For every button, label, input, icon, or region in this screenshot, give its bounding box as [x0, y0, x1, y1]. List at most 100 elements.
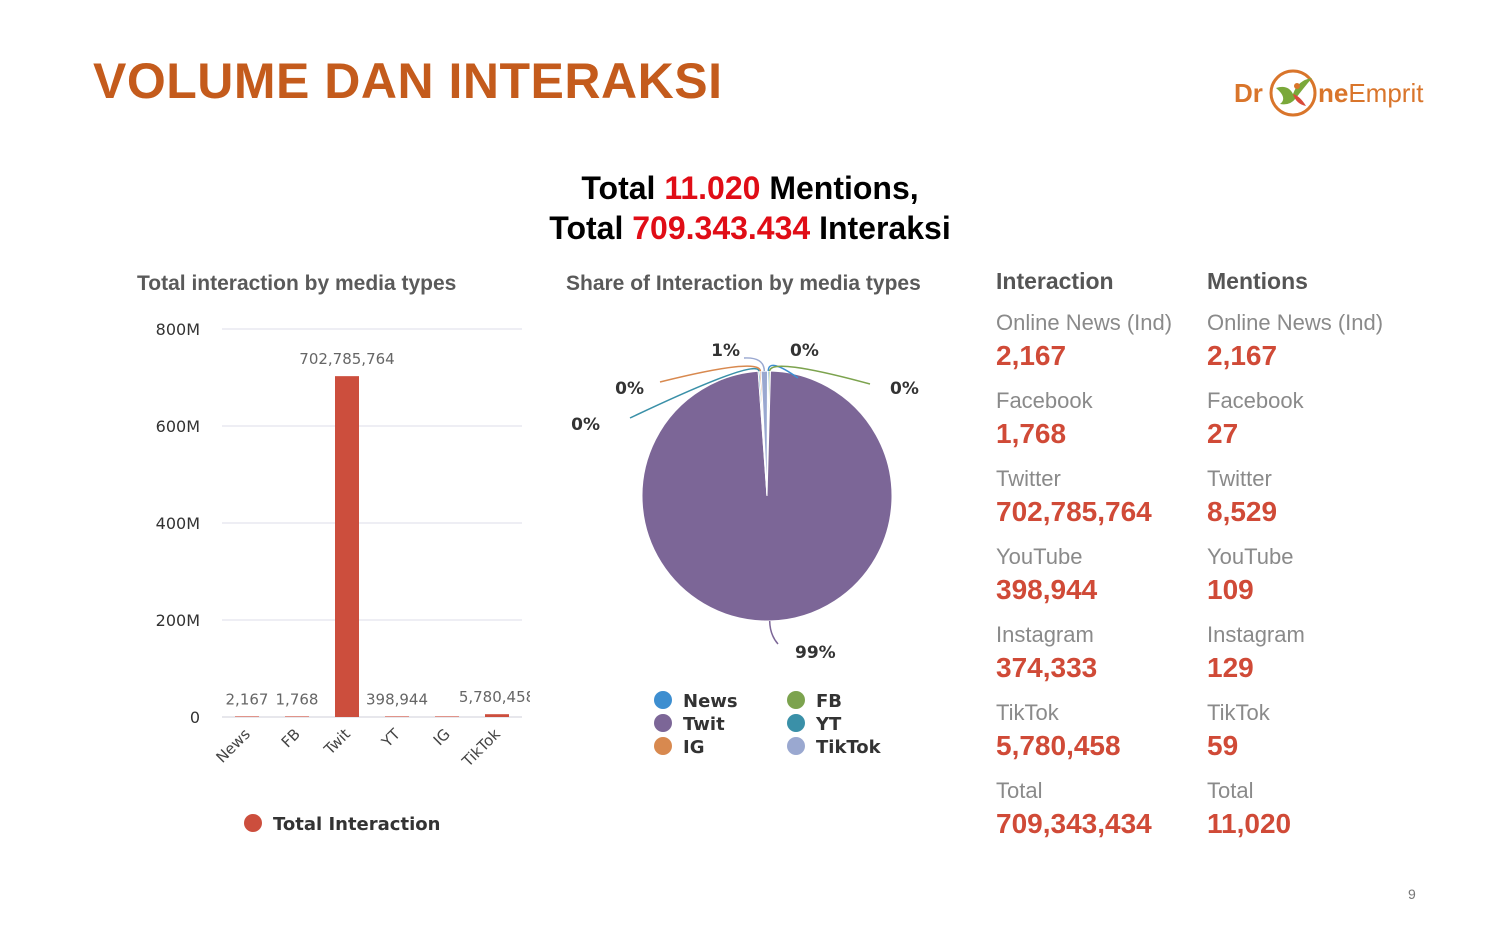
legend-swatch-tiktok [787, 737, 805, 755]
bar-twit[interactable] [335, 376, 359, 717]
page-number: 9 [1408, 886, 1416, 902]
slide-title: VOLUME DAN INTERAKSI [93, 53, 723, 109]
headline-line1-suffix: Mentions, [760, 170, 919, 206]
legend-label-twit[interactable]: Twit [683, 714, 725, 735]
logo-text-emprit: neEmprit [1318, 78, 1423, 109]
pie-chart: 0% 0% 99% 0% 0% 1% News FB Twit YT IG TikTok [571, 341, 919, 758]
y-tick-label: 0 [190, 708, 200, 727]
bar-tiktok[interactable] [485, 714, 509, 717]
mentions-item-value: 2,167 [1207, 340, 1278, 371]
bar-fb[interactable] [285, 716, 309, 717]
headline-interactions: Total 709.343.434 Interaksi [0, 208, 1500, 248]
bar-chart-title: Total interaction by media types [137, 272, 457, 295]
logo-text-emprit-word: Emprit [1348, 78, 1424, 108]
interaction-item-label: TikTok [996, 700, 1059, 725]
pie-percent-label: 0% [571, 415, 600, 435]
logo-text-ne: ne [1318, 78, 1349, 108]
interaction-item-value: 374,333 [996, 652, 1098, 683]
y-tick-label: 800M [156, 320, 200, 339]
pie-percent-label: 0% [790, 341, 819, 361]
legend-label-tiktok[interactable]: TikTok [816, 737, 882, 758]
y-tick-label: 600M [156, 417, 200, 436]
y-tick-label: 400M [156, 514, 200, 533]
headline-interaction-value: 709.343.434 [632, 210, 811, 246]
legend-swatch-ig [654, 737, 672, 755]
bar-data-label: 2,167 [226, 690, 269, 708]
legend-swatch-yt [787, 714, 805, 732]
headline-line1-prefix: Total [581, 170, 665, 206]
drone-emprit-logo: Dr neEmprit [1232, 64, 1442, 122]
legend-swatch-total-interaction [244, 814, 262, 832]
logo-text-dr: Dr [1234, 78, 1263, 108]
pie-leader-line [629, 367, 760, 419]
pie-leader-line [659, 365, 762, 383]
bar-yt[interactable] [385, 716, 409, 717]
interaction-item-value: 702,785,764 [996, 496, 1152, 527]
legend-swatch-news [654, 691, 672, 709]
headline-line2-suffix: Interaksi [810, 210, 951, 246]
legend-label-fb[interactable]: FB [816, 691, 842, 712]
x-tick-label: News [212, 725, 254, 767]
pie-chart-title: Share of Interaction by media types [566, 272, 921, 295]
legend-label-news[interactable]: News [683, 691, 738, 712]
pie-leader-line [768, 365, 871, 385]
legend-label-yt[interactable]: YT [815, 714, 842, 735]
interaction-item-value: 2,167 [996, 340, 1067, 371]
mentions-item-label: Instagram [1207, 622, 1305, 647]
interaction-header: Interaction [996, 268, 1114, 294]
mentions-stats: Mentions Online News (Ind) 2,167 Facebook 2… [1207, 268, 1417, 855]
bar-data-label: 398,944 [366, 690, 428, 708]
legend-label-ig[interactable]: IG [683, 737, 704, 758]
mentions-item-label: YouTube [1207, 544, 1294, 569]
headline-line2-prefix: Total [549, 210, 633, 246]
interaction-item-label: Instagram [996, 622, 1094, 647]
x-tick-label: YT [377, 725, 404, 752]
headline-mentions: Total 11.020 Mentions, [0, 168, 1500, 208]
interaction-item-value: 709,343,434 [996, 808, 1152, 839]
mentions-item-value: 109 [1207, 574, 1254, 605]
legend-label-total-interaction[interactable]: Total Interaction [273, 814, 440, 835]
y-tick-label: 200M [156, 611, 200, 630]
bar-data-label: 5,780,458 [459, 688, 530, 706]
pie-percent-label: 0% [615, 379, 644, 399]
x-tick-label: FB [278, 725, 304, 751]
legend-swatch-fb [787, 691, 805, 709]
drone-bird-icon [1269, 69, 1317, 117]
interaction-item-value: 5,780,458 [996, 730, 1121, 761]
bar-data-label: 702,785,764 [299, 350, 394, 368]
bar-news[interactable] [235, 716, 259, 717]
mentions-item-value: 129 [1207, 652, 1254, 683]
interaction-item-label: YouTube [996, 544, 1083, 569]
mentions-item-label: Online News (Ind) [1207, 310, 1384, 335]
legend-swatch-twit [654, 714, 672, 732]
mentions-item-value: 59 [1207, 730, 1239, 761]
bar-ig[interactable] [435, 716, 459, 717]
pie-slice-twit[interactable] [641, 370, 893, 622]
interaction-item-label: Facebook [996, 388, 1093, 413]
headline: Total 11.020 Mentions, Total 709.343.434… [0, 168, 1500, 248]
mentions-item-label: Facebook [1207, 388, 1304, 413]
pie-percent-label: 0% [890, 379, 919, 399]
bar-data-label: 1,768 [276, 690, 319, 708]
mentions-item-value: 11,020 [1207, 808, 1292, 839]
pie-leader-line [767, 364, 799, 379]
interaction-item-label: Twitter [996, 466, 1061, 491]
x-tick-label: Twit [320, 725, 354, 759]
mentions-item-label: TikTok [1207, 700, 1270, 725]
interaction-stats: Interaction Online News (Ind) 2,167 Facebo… [996, 268, 1206, 855]
x-tick-label: TikTok [458, 725, 504, 771]
bar-chart: 0 200M 400M 600M 800M 2,167 News 1,768 FB 702,785… [156, 320, 530, 835]
pie-percent-label: 99% [795, 643, 836, 663]
mentions-item-value: 27 [1207, 418, 1239, 449]
mentions-item-value: 8,529 [1207, 496, 1278, 527]
mentions-header: Mentions [1207, 268, 1308, 294]
pie-slice-tiktok[interactable] [760, 370, 769, 497]
interaction-item-label: Online News (Ind) [996, 310, 1173, 335]
interaction-item-value: 398,944 [996, 574, 1098, 605]
pie-percent-label: 1% [711, 341, 740, 361]
interaction-item-value: 1,768 [996, 418, 1067, 449]
headline-mentions-value: 11.020 [664, 170, 761, 206]
x-tick-label: IG [430, 725, 454, 749]
mentions-item-label: Twitter [1207, 466, 1272, 491]
mentions-item-label: Total [1207, 778, 1254, 803]
